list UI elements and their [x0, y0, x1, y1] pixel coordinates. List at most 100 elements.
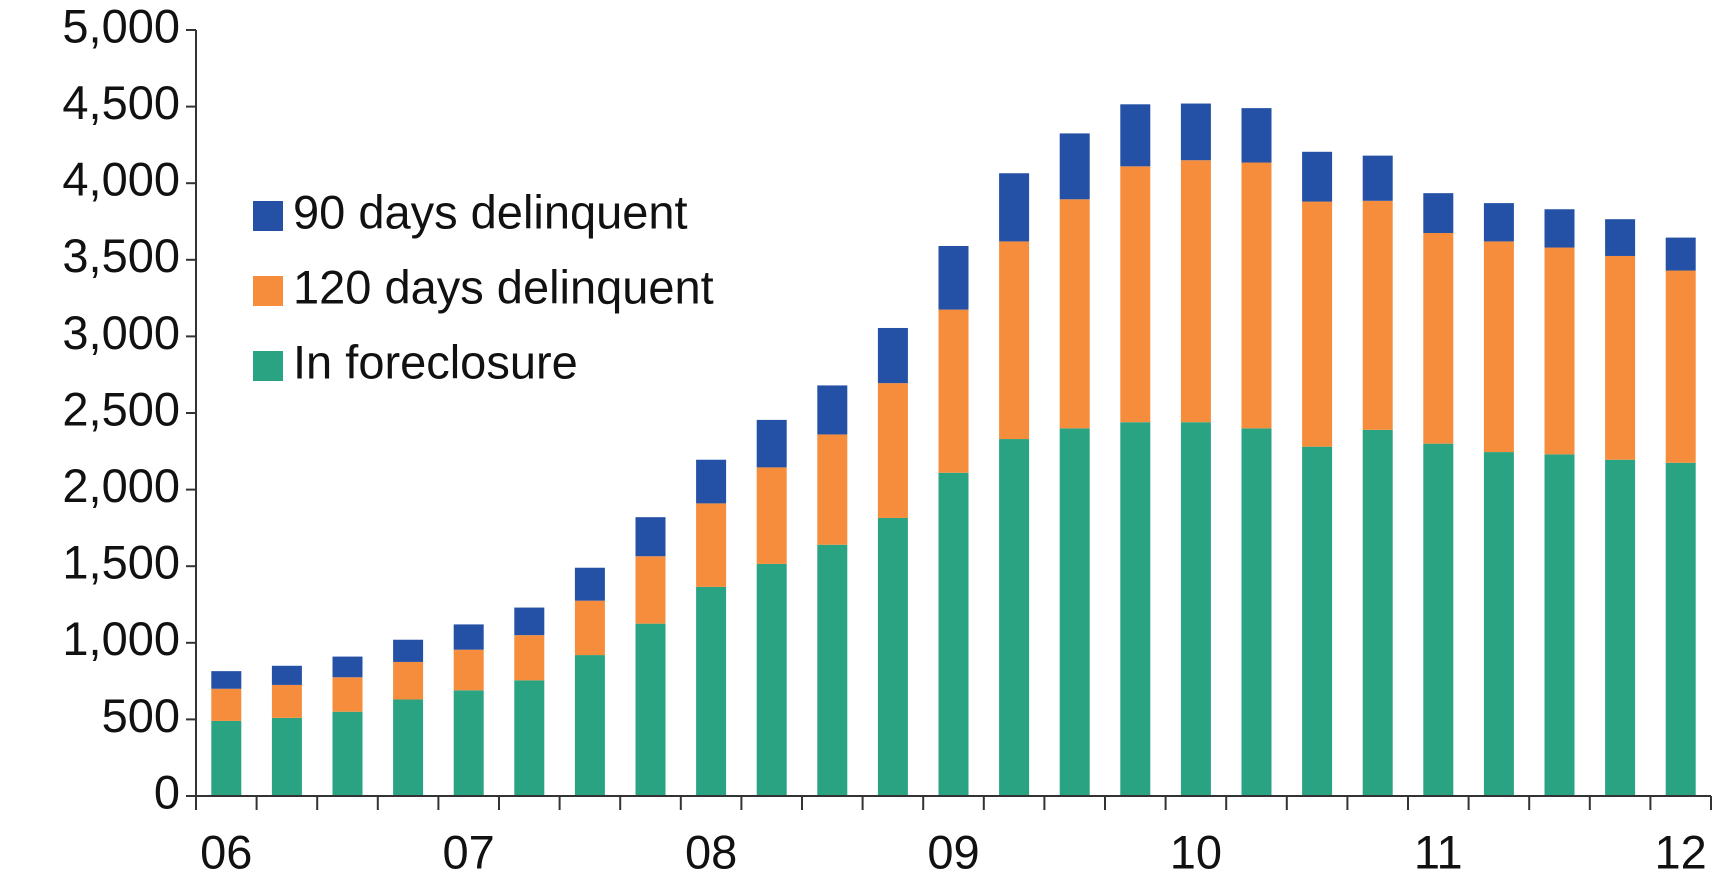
- bar-segment: [938, 246, 969, 310]
- bar-segment: [332, 677, 363, 712]
- legend-label: 120 days delinquent: [293, 260, 714, 313]
- bar-segment: [1362, 155, 1393, 201]
- y-tick-label: 5,000: [62, 0, 180, 52]
- bar-segment: [1059, 428, 1090, 796]
- bar-segment: [635, 517, 666, 557]
- bar-segment: [1120, 104, 1151, 167]
- bar-segment: [574, 600, 605, 656]
- bar-segment: [332, 711, 363, 796]
- y-tick-label: 4,500: [62, 76, 180, 129]
- bar-segment: [1483, 452, 1514, 796]
- bar-segment: [453, 649, 484, 691]
- bar-segment: [271, 665, 302, 685]
- bar-segment: [453, 690, 484, 796]
- bar-segment: [1544, 209, 1575, 248]
- bar-segment: [1302, 446, 1333, 796]
- bar-segment: [877, 383, 908, 518]
- bar-segment: [1483, 241, 1514, 453]
- bar-segment: [1241, 428, 1272, 796]
- bar-segment: [1665, 237, 1696, 271]
- bar-segment: [211, 720, 242, 796]
- y-tick-label: 1,500: [62, 536, 180, 589]
- bar-segment: [938, 309, 969, 473]
- x-tick-label: 11: [1414, 825, 1463, 878]
- y-tick-label: 2,500: [62, 382, 180, 435]
- bar-segment: [271, 717, 302, 796]
- bar-segment: [1423, 193, 1454, 233]
- x-tick-label: 06: [200, 825, 252, 878]
- bar-segment: [574, 567, 605, 601]
- bar-segment: [1605, 459, 1636, 796]
- x-tick-label: 10: [1170, 825, 1222, 878]
- bar-segment: [877, 517, 908, 796]
- bar-segment: [1544, 247, 1575, 455]
- x-tick-label: 07: [443, 825, 495, 878]
- bar-segment: [211, 671, 242, 689]
- bar-segment: [393, 699, 424, 796]
- y-tick-label: 1,000: [62, 612, 180, 665]
- bar-segment: [1302, 151, 1333, 202]
- bar-segment: [696, 503, 727, 587]
- bar-segment: [574, 655, 605, 796]
- bar-segment: [1059, 199, 1090, 429]
- bar-segment: [514, 607, 545, 636]
- y-tick-label: 0: [154, 765, 180, 818]
- bar-segment: [1423, 443, 1454, 796]
- bar-segment: [696, 459, 727, 504]
- bar-segment: [1302, 201, 1333, 447]
- bar-segment: [1120, 422, 1151, 796]
- bar-segment: [514, 635, 545, 681]
- bar-segment: [1180, 422, 1211, 796]
- bar-segment: [756, 419, 787, 468]
- bar-segment: [271, 684, 302, 718]
- bar-segment: [1544, 454, 1575, 796]
- bar-segment: [635, 556, 666, 624]
- legend-swatch: [253, 201, 283, 231]
- y-tick-label: 3,500: [62, 229, 180, 282]
- bar-segment: [999, 241, 1030, 440]
- legend-swatch: [253, 351, 283, 381]
- bar-segment: [1059, 133, 1090, 200]
- bar-segment: [1241, 108, 1272, 163]
- y-tick-label: 3,000: [62, 306, 180, 359]
- bar-segment: [1605, 219, 1636, 256]
- bar-segment: [756, 563, 787, 796]
- x-tick-label: 12: [1655, 825, 1707, 878]
- legend-label: 90 days delinquent: [293, 185, 688, 238]
- bar-segment: [393, 639, 424, 662]
- bar-segment: [211, 688, 242, 721]
- bar-segment: [1605, 255, 1636, 460]
- bar-segment: [635, 623, 666, 796]
- bar-segment: [817, 544, 848, 796]
- bar-segment: [938, 472, 969, 796]
- y-tick-label: 2,000: [62, 459, 180, 512]
- x-tick-label: 08: [685, 825, 737, 878]
- bar-segment: [393, 661, 424, 700]
- bar-segment: [1362, 200, 1393, 430]
- bar-segment: [1120, 166, 1151, 423]
- bar-segment: [1180, 103, 1211, 161]
- x-tick-label: 09: [927, 825, 979, 878]
- legend-label: In foreclosure: [293, 335, 578, 388]
- bar-segment: [1241, 162, 1272, 429]
- bar-segment: [1362, 429, 1393, 796]
- bar-segment: [696, 586, 727, 796]
- bar-segment: [1483, 203, 1514, 242]
- bar-segment: [332, 656, 363, 678]
- bar-segment: [877, 327, 908, 384]
- y-tick-label: 500: [102, 689, 180, 742]
- bar-segment: [1665, 462, 1696, 796]
- bar-segment: [453, 624, 484, 650]
- y-tick-label: 4,000: [62, 153, 180, 206]
- bar-segment: [817, 434, 848, 545]
- bar-segment: [756, 467, 787, 564]
- bar-segment: [514, 680, 545, 796]
- bar-segment: [1180, 160, 1211, 423]
- bar-segment: [999, 439, 1030, 796]
- bar-segment: [817, 385, 848, 435]
- bar-segment: [1423, 232, 1454, 444]
- bar-segment: [1665, 270, 1696, 463]
- bar-segment: [999, 173, 1030, 242]
- legend-swatch: [253, 276, 283, 306]
